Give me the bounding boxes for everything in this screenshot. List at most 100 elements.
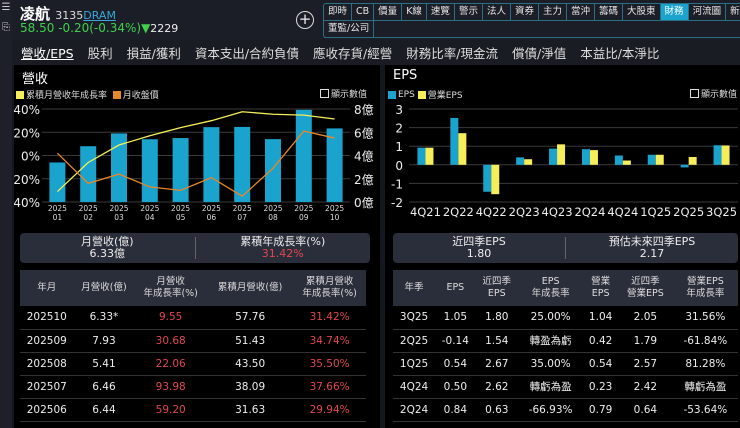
revenue-title: 營收 <box>22 72 49 87</box>
show-values-checkbox[interactable]: 顯示數值 <box>320 87 367 100</box>
table-row[interactable]: 4Q24 0.50 2.62 轉虧為盈 0.23 2.42 轉虧為盈 <box>393 375 738 399</box>
column-header[interactable]: EPS <box>435 270 476 306</box>
column-header[interactable]: 年月 <box>20 270 74 306</box>
tab[interactable]: 應收存貨/經營 <box>313 46 393 61</box>
summary-label: 近四季EPS <box>452 235 506 248</box>
table-cell: 202509 <box>20 329 74 353</box>
price: 58.50 <box>20 21 55 35</box>
y-tick-label: -40% <box>14 196 40 210</box>
table-cell: 9.55 <box>134 306 208 330</box>
x-tick-label: 04 <box>145 213 155 222</box>
toolbar-button[interactable]: 警示 <box>454 4 483 21</box>
table-cell: 35.50% <box>293 352 366 376</box>
toolbar-button[interactable]: 當沖 <box>567 4 596 21</box>
toolbar-button[interactable]: K線 <box>402 4 427 21</box>
column-header[interactable]: 近四季 EPS <box>475 270 518 306</box>
y-tick-label: 0% <box>21 150 40 164</box>
table-row[interactable]: 2Q24 0.84 0.63 -66.93% 0.79 0.64 -53.64% <box>393 398 738 422</box>
eps-bar <box>549 148 558 165</box>
eps-bar <box>450 117 459 165</box>
tab[interactable]: 償債/淨值 <box>511 46 567 61</box>
toolbar-button[interactable]: 新聞/日曆 <box>726 4 740 21</box>
column-header[interactable]: 累積月營收(億) <box>207 270 294 306</box>
table-row[interactable]: 202509 7.93 30.68 51.43 34.74% <box>20 329 366 353</box>
table-cell: 202508 <box>20 352 74 376</box>
tab[interactable]: 財務比率/現金流 <box>406 46 498 61</box>
toolbar-button[interactable]: 資券 <box>510 4 539 21</box>
checkbox-label: 顯示數值 <box>331 90 368 100</box>
table-cell: 轉虧為盈 <box>672 375 738 399</box>
toolbar-button[interactable]: 主力 <box>538 4 567 21</box>
table-row[interactable]: 3Q25 1.05 1.80 25.00% 1.04 2.05 31.56% <box>393 306 738 330</box>
table-header: 年月 月營收(億) 月營收 年成長率(%) 累積月營收(億) 累積月營收 年成長率(%) <box>20 270 366 306</box>
tab[interactable]: 資本支出/合約負債 <box>194 46 300 61</box>
toolbar-button[interactable]: 大股東 <box>623 4 661 21</box>
table-cell: 0.63 <box>475 398 518 422</box>
revenue-bar <box>265 139 281 202</box>
summary-value: 2.17 <box>639 247 665 260</box>
column-header[interactable]: EPS 年成長率 <box>518 270 584 306</box>
table-cell: 29.94% <box>293 398 366 422</box>
toolbar-button[interactable]: 董監/公司 <box>324 21 375 38</box>
y-tick-label: 3 <box>395 103 403 117</box>
table-cell: 51.43 <box>207 329 294 353</box>
table-row[interactable]: 1Q25 0.54 2.67 35.00% 0.54 2.57 81.28% <box>393 352 738 376</box>
close-price-line <box>56 130 335 197</box>
tab[interactable]: 本益比/本淨比 <box>580 46 660 61</box>
table-cell: 0.79 <box>583 398 619 422</box>
x-tick-label: 2025 <box>140 204 159 213</box>
table-row[interactable]: 202510 6.33* 9.55 57.76 31.42% <box>20 306 366 330</box>
revenue-table: 年月 月營收(億) 月營收 年成長率(%) 累積月營收(億) 累積月營收 年成長率(%) 20… <box>20 270 366 422</box>
column-header[interactable]: 累積月營收 年成長率(%) <box>293 270 366 306</box>
tab[interactable]: 股利 <box>87 46 113 61</box>
table-cell: 22.06 <box>134 352 208 376</box>
operating-eps-bar <box>622 160 631 165</box>
toolbar-button[interactable]: 財務 <box>660 4 689 21</box>
column-header[interactable]: 營業 EPS <box>583 270 619 306</box>
operating-eps-bar <box>655 154 664 165</box>
x-tick-label: 2025 <box>171 204 190 213</box>
summary-label: 預估未來四季EPS <box>608 235 696 248</box>
y2-tick-label: 6億 <box>354 126 374 140</box>
legend-swatch <box>388 90 396 99</box>
table-cell: 轉虧為盈 <box>518 375 584 399</box>
export-icon[interactable]: ⎘ <box>2 22 10 33</box>
table-cell: 0.50 <box>435 375 476 399</box>
checkbox-label: 顯示數值 <box>701 90 738 100</box>
toolbar-button[interactable]: 即時 <box>324 4 353 21</box>
industry-link[interactable]: DRAM <box>83 9 116 22</box>
y-tick-label: 2 <box>395 122 403 136</box>
toolbar-button[interactable]: 籌碼 <box>595 4 624 21</box>
x-tick-label: 01 <box>53 213 63 222</box>
operating-eps-bar <box>557 144 566 165</box>
column-header[interactable]: 營業EPS 年成長率 <box>672 270 738 306</box>
column-header[interactable]: 月營收 年成長率(%) <box>134 270 208 306</box>
stock-code: 3135 <box>55 9 84 22</box>
table-row[interactable]: 2Q25 -0.14 1.54 轉盈為虧 0.42 1.79 -61.84% <box>393 329 738 353</box>
toolbar-button[interactable]: 價量 <box>374 4 403 21</box>
revenue-summary: 月營收(億) 6.33億 累積年成長率(%) 31.42% <box>20 233 370 263</box>
column-header[interactable]: 月營收(億) <box>73 270 135 306</box>
column-header[interactable]: 年季 <box>393 270 436 306</box>
table-row[interactable]: 202508 5.41 22.06 43.50 35.50% <box>20 352 366 376</box>
toolbar-button[interactable]: 速覽 <box>426 4 455 21</box>
table-row[interactable]: 202506 6.44 59.20 31.63 29.94% <box>20 398 366 422</box>
table-row[interactable]: 202507 6.46 93.98 38.09 37.66% <box>20 375 366 399</box>
toolbar-button[interactable]: CB <box>352 4 375 21</box>
tab[interactable]: 損益/獲利 <box>126 46 181 61</box>
table-cell: 7.93 <box>73 329 135 353</box>
show-values-checkbox[interactable]: 顯示數值 <box>690 87 737 100</box>
toolbar-button[interactable]: 法人 <box>482 4 511 21</box>
table-cell: 3Q25 <box>393 306 436 330</box>
toolbar-button[interactable]: 河流圖 <box>688 4 727 21</box>
table-cell: 1.80 <box>475 306 518 330</box>
table-cell: 37.66% <box>293 375 366 399</box>
menu-icon[interactable]: ☰ <box>1 2 11 13</box>
legend-label: 營業EPS <box>427 91 463 101</box>
tab[interactable]: 營收/EPS <box>21 46 74 61</box>
column-header[interactable]: 近四季 營業EPS <box>618 270 673 306</box>
table-cell: 6.33* <box>73 306 135 330</box>
stock-name: 凌航 <box>20 5 51 23</box>
add-watchlist-button[interactable]: + <box>296 11 314 29</box>
x-tick-label: 02 <box>83 213 93 222</box>
